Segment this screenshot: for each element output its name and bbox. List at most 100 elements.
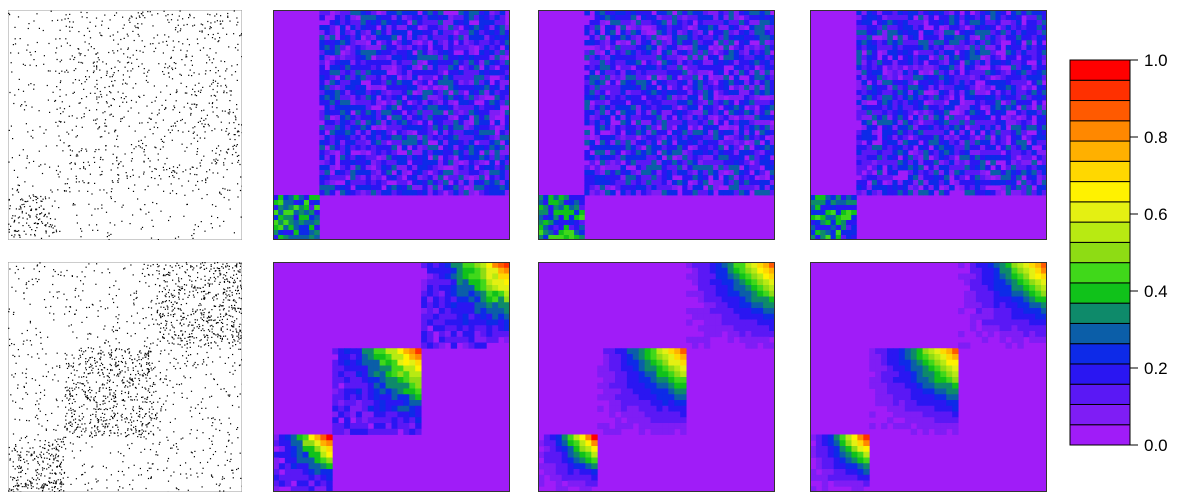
adjacency-dot xyxy=(80,228,82,230)
heatmap-cell xyxy=(635,160,642,166)
adjacency-dot xyxy=(241,124,242,126)
heatmap-cell xyxy=(928,60,935,66)
heatmap-cell xyxy=(489,135,495,141)
heatmap-cell xyxy=(489,150,495,156)
heatmap-cell xyxy=(749,150,755,156)
heatmap-cell xyxy=(892,155,898,161)
heatmap-cell xyxy=(625,65,632,71)
adjacency-dot xyxy=(54,100,56,102)
heatmap-cell xyxy=(432,165,439,171)
heatmap-cell xyxy=(610,55,616,61)
heatmap-cell xyxy=(355,100,361,106)
adjacency-dot xyxy=(92,62,94,64)
heatmap-cell xyxy=(494,120,501,126)
adjacency-dot xyxy=(145,79,147,82)
adjacency-dot xyxy=(62,111,64,113)
heatmap-cell xyxy=(437,185,444,191)
heatmap-cell xyxy=(656,35,663,41)
heatmap-cell xyxy=(723,75,730,81)
heatmap-cell xyxy=(985,150,991,156)
heatmap-cell xyxy=(432,100,439,106)
heatmap-cell xyxy=(625,55,632,61)
heatmap-cell xyxy=(661,10,668,16)
heatmap-cell xyxy=(1000,80,1007,86)
adjacency-dot xyxy=(227,112,229,114)
heatmap-cell xyxy=(990,110,996,116)
heatmap-cell xyxy=(661,50,668,56)
adjacency-dot xyxy=(57,125,59,127)
heatmap-cell xyxy=(759,115,766,121)
heatmap-cell xyxy=(759,65,766,71)
adjacency-dot xyxy=(112,181,114,183)
heatmap-cell xyxy=(744,115,750,121)
heatmap-cell xyxy=(350,180,356,186)
heatmap-cell xyxy=(463,160,470,166)
heatmap-cell xyxy=(630,15,637,21)
adjacency-dot xyxy=(237,43,239,45)
heatmap-cell xyxy=(345,90,351,96)
adjacency-dot xyxy=(112,74,114,76)
heatmap-cell xyxy=(504,150,510,156)
adjacency-dot xyxy=(96,96,98,98)
heatmap-cell xyxy=(949,10,955,16)
adjacency-dot xyxy=(17,184,19,186)
heatmap-cell xyxy=(856,180,862,186)
adjacency-dot xyxy=(58,72,60,74)
heatmap-cell xyxy=(489,130,495,136)
heatmap-cell xyxy=(718,65,724,71)
adjacency-dot xyxy=(60,80,62,82)
heatmap-cell xyxy=(479,15,485,21)
heatmap-cell xyxy=(749,140,755,146)
adjacency-dot xyxy=(36,41,38,44)
heatmap-cell xyxy=(422,140,428,146)
heatmap-cell xyxy=(985,35,991,41)
heatmap-cell xyxy=(412,65,418,71)
adjacency-dot xyxy=(40,195,42,198)
heatmap-cell xyxy=(718,100,724,106)
heatmap-cell xyxy=(334,15,341,21)
adjacency-dot xyxy=(68,26,71,28)
heatmap-cell xyxy=(334,100,341,106)
adjacency-dot xyxy=(164,63,167,65)
heatmap-cell xyxy=(723,25,730,31)
heatmap-cell xyxy=(861,40,868,46)
heatmap-cell xyxy=(422,115,428,121)
heatmap-cell xyxy=(432,170,439,176)
heatmap-cell xyxy=(641,10,647,16)
heatmap-cell xyxy=(604,40,611,46)
adjacency-dot xyxy=(155,168,157,170)
adjacency-dot xyxy=(63,108,66,110)
heatmap-cell xyxy=(303,215,310,221)
adjacency-dot xyxy=(39,126,41,128)
adjacency-dot xyxy=(13,169,15,171)
heatmap-cell xyxy=(427,55,434,61)
adjacency-dot xyxy=(227,134,229,136)
heatmap-cell xyxy=(749,10,755,16)
heatmap-cell xyxy=(563,195,570,201)
heatmap-cell xyxy=(406,85,413,91)
heatmap-cell xyxy=(594,40,601,46)
heatmap-cell xyxy=(504,35,510,41)
heatmap-cell xyxy=(728,115,735,121)
heatmap-cell xyxy=(918,80,924,86)
heatmap-cell xyxy=(959,175,965,181)
heatmap-cell xyxy=(1010,120,1017,126)
heatmap-cell xyxy=(759,75,766,81)
heatmap-cell xyxy=(687,90,693,96)
adjacency-dot xyxy=(57,165,59,167)
heatmap-cell xyxy=(443,55,449,61)
heatmap-cell xyxy=(733,50,740,56)
adjacency-dot xyxy=(59,139,61,141)
heatmap-cell xyxy=(417,20,423,26)
heatmap-cell xyxy=(713,125,719,131)
adjacency-dot xyxy=(15,230,17,232)
heatmap-cell xyxy=(749,120,755,126)
adjacency-dot xyxy=(34,222,37,224)
adjacency-dot xyxy=(191,55,193,57)
heatmap-cell xyxy=(923,70,929,76)
heatmap-cell xyxy=(671,120,678,126)
heatmap-cell xyxy=(443,170,449,176)
heatmap-cell xyxy=(396,50,403,56)
adjacency-dot xyxy=(8,199,10,201)
heatmap-cell xyxy=(702,75,709,81)
